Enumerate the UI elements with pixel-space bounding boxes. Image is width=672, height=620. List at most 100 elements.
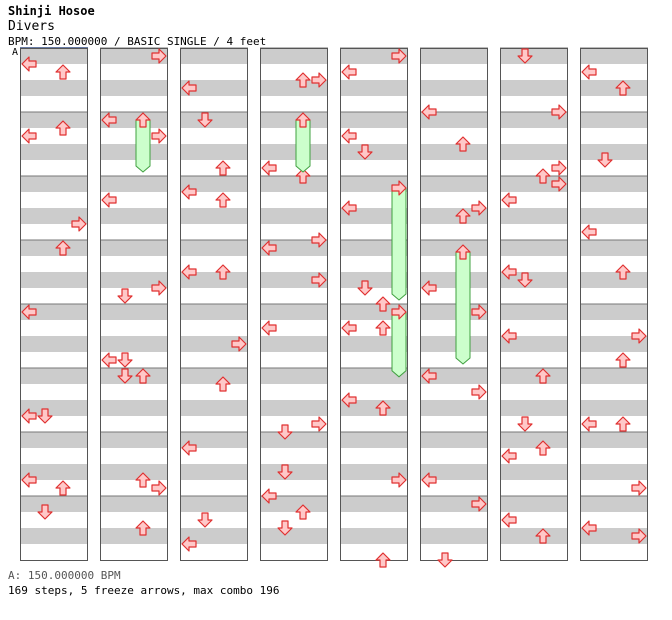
right-arrow [311, 416, 327, 432]
beat-stripe [580, 496, 648, 512]
right-arrow [471, 496, 487, 512]
up-arrow [535, 528, 551, 544]
down-arrow [277, 424, 293, 440]
beat-stripe [580, 528, 648, 544]
beat-stripe [20, 304, 88, 320]
left-arrow [261, 488, 277, 504]
beat-stripe [340, 80, 408, 96]
left-arrow [261, 240, 277, 256]
down-arrow [197, 512, 213, 528]
left-arrow [341, 320, 357, 336]
beat-stripe [180, 336, 248, 352]
beat-stripe [180, 464, 248, 480]
up-arrow [455, 244, 471, 260]
left-arrow [581, 416, 597, 432]
left-arrow [341, 200, 357, 216]
beat-stripe [20, 464, 88, 480]
left-arrow [21, 304, 37, 320]
beat-stripe [20, 112, 88, 128]
right-arrow [631, 528, 647, 544]
beat-stripe [260, 144, 328, 160]
beat-stripe [420, 272, 488, 288]
down-arrow [517, 272, 533, 288]
beat-stripe [420, 432, 488, 448]
beat-stripe [580, 80, 648, 96]
left-arrow [501, 328, 517, 344]
beat-stripe [20, 208, 88, 224]
down-arrow [517, 48, 533, 64]
left-arrow [421, 280, 437, 296]
down-arrow [277, 520, 293, 536]
left-arrow [501, 512, 517, 528]
down-arrow [437, 552, 453, 568]
beat-stripe [500, 144, 568, 160]
up-arrow [375, 320, 391, 336]
beat-stripe [580, 208, 648, 224]
beat-stripe [180, 528, 248, 544]
beat-stripe [100, 48, 168, 64]
up-arrow [295, 168, 311, 184]
beat-stripe [580, 240, 648, 256]
down-arrow [517, 416, 533, 432]
beat-stripe [340, 304, 408, 320]
beat-stripe [20, 496, 88, 512]
down-arrow [117, 352, 133, 368]
right-arrow [151, 480, 167, 496]
up-arrow [135, 520, 151, 536]
beat-stripe [500, 464, 568, 480]
beat-stripe [420, 368, 488, 384]
beat-stripe [420, 80, 488, 96]
beat-stripe [260, 48, 328, 64]
right-arrow [311, 72, 327, 88]
beat-stripe [20, 48, 88, 64]
beat-stripe [420, 496, 488, 512]
right-arrow [151, 48, 167, 64]
beat-stripe [340, 272, 408, 288]
beat-stripe [260, 176, 328, 192]
beat-stripe [180, 112, 248, 128]
beat-stripe [340, 400, 408, 416]
freeze-arrow-body [135, 119, 151, 173]
left-arrow [181, 440, 197, 456]
up-arrow [455, 208, 471, 224]
freeze-arrow-body [391, 187, 407, 301]
left-arrow [101, 352, 117, 368]
beat-stripe [180, 176, 248, 192]
freeze-arrow-body [295, 119, 311, 173]
right-arrow [311, 232, 327, 248]
left-arrow [21, 56, 37, 72]
beat-stripe [340, 432, 408, 448]
beat-stripe [180, 272, 248, 288]
down-arrow [357, 280, 373, 296]
left-arrow [181, 264, 197, 280]
chart-column [340, 48, 408, 561]
beat-stripe [340, 208, 408, 224]
beat-stripe [100, 528, 168, 544]
left-arrow [21, 472, 37, 488]
up-arrow [55, 240, 71, 256]
right-arrow [151, 280, 167, 296]
left-arrow [261, 160, 277, 176]
beat-stripe [580, 144, 648, 160]
left-arrow [501, 448, 517, 464]
beat-stripe [580, 48, 648, 64]
step-summary: 169 steps, 5 freeze arrows, max combo 19… [8, 584, 280, 597]
beat-stripe [180, 304, 248, 320]
beat-stripe [260, 528, 328, 544]
beat-stripe [500, 496, 568, 512]
beat-stripe [180, 432, 248, 448]
beat-stripe [180, 400, 248, 416]
right-arrow [391, 180, 407, 196]
artist-name: Shinji Hosoe [8, 4, 95, 18]
beat-stripe [100, 400, 168, 416]
up-arrow [55, 480, 71, 496]
beat-stripe [260, 80, 328, 96]
beat-stripe [100, 112, 168, 128]
beat-stripe [580, 176, 648, 192]
bpm-summary: A: 150.000000 BPM [8, 569, 121, 582]
beat-stripe [500, 368, 568, 384]
beat-stripe [500, 400, 568, 416]
chart-column [180, 48, 248, 561]
right-arrow [471, 384, 487, 400]
beat-stripe [100, 272, 168, 288]
